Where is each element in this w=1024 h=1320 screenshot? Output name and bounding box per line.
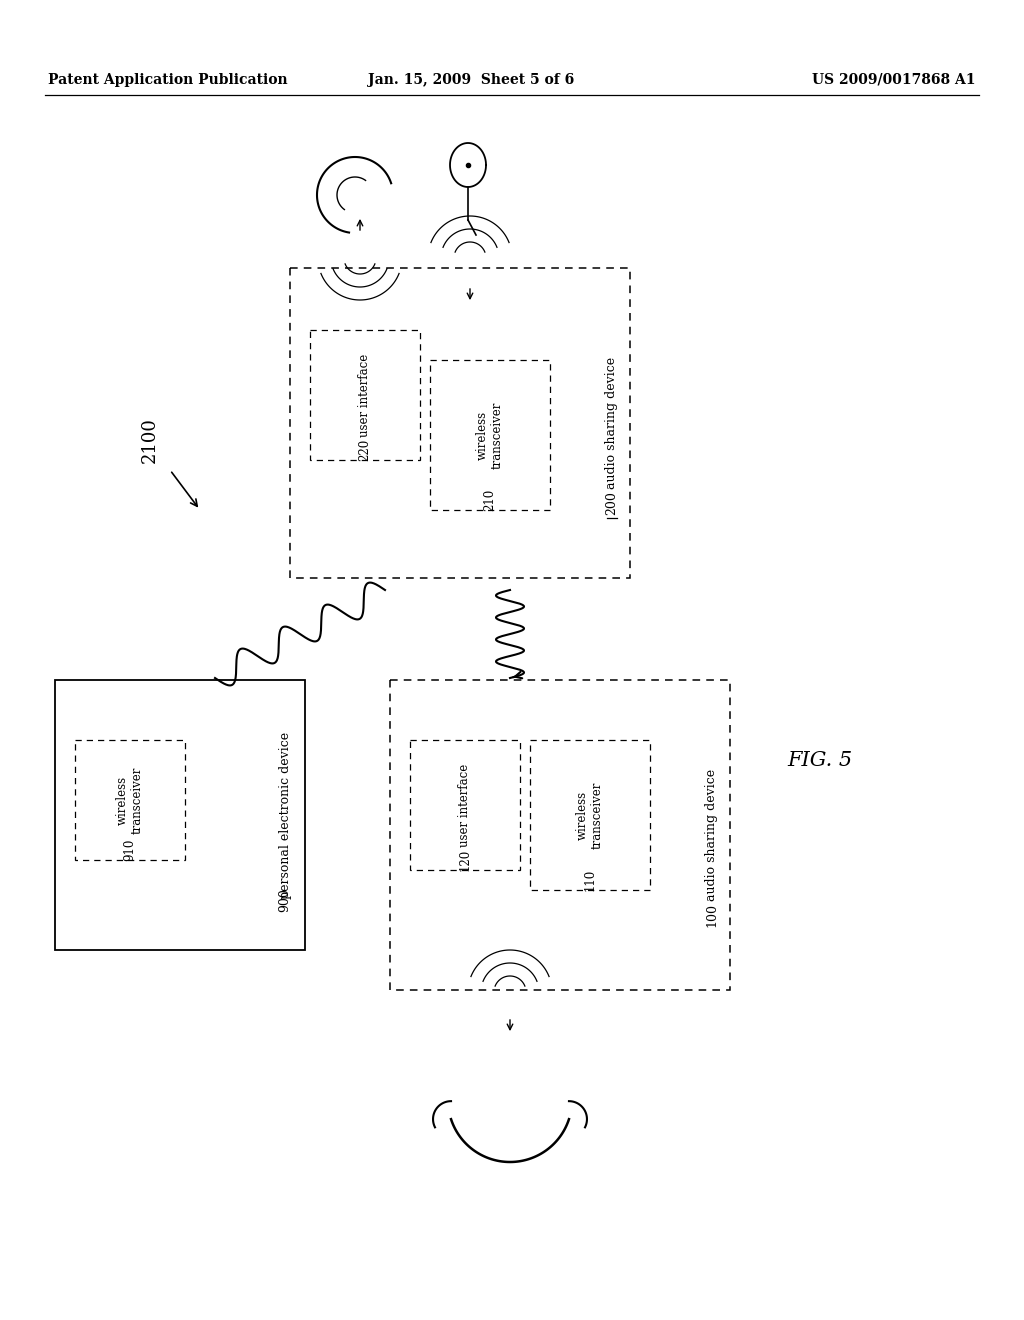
Text: personal electronic device: personal electronic device [279,731,292,899]
Text: 210: 210 [483,488,497,511]
Bar [55,680,305,950]
Text: 110: 110 [584,869,597,891]
Text: audio sharing device: audio sharing device [605,356,618,490]
Text: 910: 910 [124,838,136,861]
Bar [75,741,185,861]
Text: US 2009/0017868 A1: US 2009/0017868 A1 [812,73,976,87]
Text: user interface: user interface [459,763,471,846]
Bar [410,741,520,870]
Text: 100: 100 [706,903,719,927]
Text: wireless
transceiver: wireless transceiver [116,767,144,834]
Bar [430,360,550,510]
Text: FIG. 5: FIG. 5 [787,751,853,770]
Text: Patent Application Publication: Patent Application Publication [48,73,288,87]
Bar [290,268,630,578]
Text: wireless
transceiver: wireless transceiver [575,781,604,849]
Text: 900: 900 [279,888,292,912]
Bar [390,680,730,990]
Text: 120: 120 [459,849,471,871]
Bar [310,330,420,459]
Text: Jan. 15, 2009  Sheet 5 of 6: Jan. 15, 2009 Sheet 5 of 6 [368,73,574,87]
Bar [530,741,650,890]
Text: audio sharing device: audio sharing device [706,770,719,902]
Text: 2100: 2100 [141,417,159,463]
Text: wireless
transceiver: wireless transceiver [476,401,504,469]
Text: user interface: user interface [358,354,372,437]
Text: 220: 220 [358,438,372,461]
Text: 200: 200 [605,491,618,515]
